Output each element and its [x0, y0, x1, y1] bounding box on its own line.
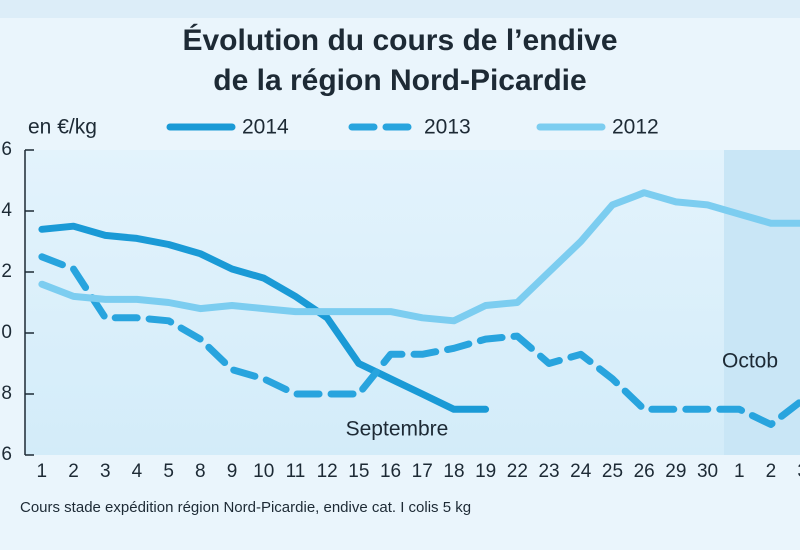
x-tick-label: 26: [634, 461, 655, 482]
y-tick-label: 8: [1, 383, 12, 404]
annotation: Septembre: [346, 418, 449, 441]
chart-title: Évolution du cours de l’endive: [182, 23, 617, 57]
top-band: [0, 0, 800, 18]
x-tick-label: 16: [380, 461, 401, 482]
x-tick-label: 9: [227, 461, 238, 482]
x-tick-label: 5: [163, 461, 174, 482]
x-tick-label: 3: [797, 461, 800, 482]
legend-label: 2013: [424, 116, 471, 139]
october-shade: [724, 150, 800, 455]
x-tick-label: 1: [734, 461, 745, 482]
y-tick-label: 6: [1, 139, 12, 160]
x-tick-label: 29: [665, 461, 686, 482]
x-tick-label: 17: [412, 461, 433, 482]
x-tick-label: 19: [475, 461, 496, 482]
y-tick-label: 2: [1, 261, 12, 282]
x-tick-label: 3: [100, 461, 111, 482]
x-tick-label: 25: [602, 461, 623, 482]
x-tick-label: 15: [348, 461, 369, 482]
x-tick-label: 18: [443, 461, 464, 482]
x-tick-label: 4: [132, 461, 143, 482]
x-tick-label: 24: [570, 461, 592, 482]
line-series: [38, 222, 490, 413]
x-tick-label: 1: [37, 461, 48, 482]
chart-title: de la région Nord-Picardie: [213, 64, 586, 97]
x-tick-label: 23: [538, 461, 559, 482]
x-tick-label: 2: [766, 461, 777, 482]
x-tick-label: 11: [286, 461, 306, 482]
footnote: Cours stade expédition région Nord-Picar…: [20, 499, 471, 516]
y-tick-label: 4: [1, 200, 12, 221]
y-axis-label: en €/kg: [28, 116, 97, 139]
line-series: [38, 253, 800, 428]
x-tick-label: 2: [68, 461, 79, 482]
x-tick-label: 30: [697, 461, 718, 482]
y-tick-label: 0: [1, 322, 12, 343]
annotation: Octob: [722, 350, 778, 373]
y-tick-label: 6: [1, 444, 12, 465]
legend-label: 2012: [612, 116, 659, 139]
x-tick-label: 22: [507, 461, 528, 482]
x-tick-label: 10: [253, 461, 274, 482]
x-tick-label: 8: [195, 461, 206, 482]
legend-label: 2014: [242, 116, 289, 139]
x-tick-label: 12: [317, 461, 338, 482]
line-series: [38, 189, 800, 325]
